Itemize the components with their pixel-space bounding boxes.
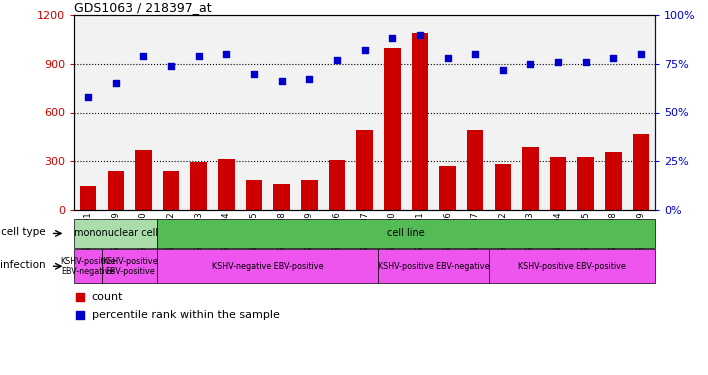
Text: KSHV-positive
EBV-negative: KSHV-positive EBV-negative	[60, 256, 116, 276]
Point	[607, 55, 619, 61]
Text: count: count	[92, 291, 123, 302]
Bar	[411, 33, 428, 210]
Point	[412, 198, 423, 204]
Bar	[246, 180, 263, 210]
Bar	[185, 15, 212, 210]
Bar	[379, 15, 406, 210]
Text: KSHV-positive
EBV-positive: KSHV-positive EBV-positive	[102, 256, 157, 276]
Bar	[434, 15, 462, 210]
Text: percentile rank within the sample: percentile rank within the sample	[92, 310, 280, 320]
Text: cell line: cell line	[387, 228, 425, 238]
Bar	[323, 15, 350, 210]
Point	[580, 59, 591, 65]
Point	[469, 51, 481, 57]
Bar	[295, 15, 323, 210]
Bar	[268, 15, 295, 210]
Bar	[350, 15, 379, 210]
Bar	[301, 180, 318, 210]
Bar	[163, 171, 179, 210]
Bar	[157, 249, 379, 283]
Point	[525, 61, 536, 67]
Bar	[135, 150, 152, 210]
Bar	[489, 249, 655, 283]
Point	[138, 53, 149, 59]
Bar	[600, 15, 627, 210]
Point	[442, 55, 453, 61]
Point	[193, 53, 205, 59]
Point	[166, 63, 177, 69]
Bar	[102, 249, 157, 283]
Text: KSHV-positive EBV-positive: KSHV-positive EBV-positive	[518, 262, 626, 271]
Bar	[190, 162, 207, 210]
Point	[497, 67, 508, 73]
Point	[304, 76, 315, 82]
Point	[221, 51, 232, 57]
Bar	[439, 166, 456, 210]
Bar	[384, 48, 401, 210]
Point	[83, 94, 94, 100]
Bar	[467, 130, 484, 210]
Bar	[74, 249, 102, 283]
Text: infection: infection	[1, 260, 46, 270]
Bar	[605, 152, 622, 210]
Bar	[74, 15, 102, 210]
Bar	[627, 15, 655, 210]
Bar	[273, 184, 290, 210]
Bar	[517, 15, 544, 210]
Point	[359, 47, 370, 53]
Bar	[157, 15, 185, 210]
Bar	[633, 134, 649, 210]
Point	[276, 78, 287, 84]
Text: GDS1063 / 218397_at: GDS1063 / 218397_at	[74, 1, 212, 14]
Bar	[379, 249, 489, 283]
Bar	[74, 219, 157, 248]
Bar	[495, 164, 511, 210]
Point	[387, 35, 398, 41]
Point	[414, 32, 426, 38]
Text: KSHV-negative EBV-positive: KSHV-negative EBV-positive	[212, 262, 324, 271]
Bar	[102, 15, 130, 210]
Bar	[240, 15, 268, 210]
Bar	[406, 15, 434, 210]
Bar	[80, 186, 96, 210]
Point	[249, 70, 260, 76]
Bar	[489, 15, 517, 210]
Bar	[130, 15, 157, 210]
Bar	[356, 130, 373, 210]
Bar	[157, 219, 655, 248]
Text: KSHV-positive EBV-negative: KSHV-positive EBV-negative	[378, 262, 489, 271]
Bar	[550, 157, 566, 210]
Text: cell type: cell type	[1, 227, 46, 237]
Bar	[572, 15, 600, 210]
Point	[635, 51, 646, 57]
Bar	[578, 157, 594, 210]
Point	[412, 33, 423, 39]
Bar	[329, 160, 346, 210]
Point	[331, 57, 343, 63]
Bar	[108, 171, 124, 210]
Point	[110, 80, 122, 86]
Point	[552, 59, 564, 65]
Bar	[462, 15, 489, 210]
Bar	[212, 15, 240, 210]
Bar	[544, 15, 572, 210]
Bar	[523, 147, 539, 210]
Bar	[218, 159, 234, 210]
Text: mononuclear cell: mononuclear cell	[74, 228, 158, 238]
